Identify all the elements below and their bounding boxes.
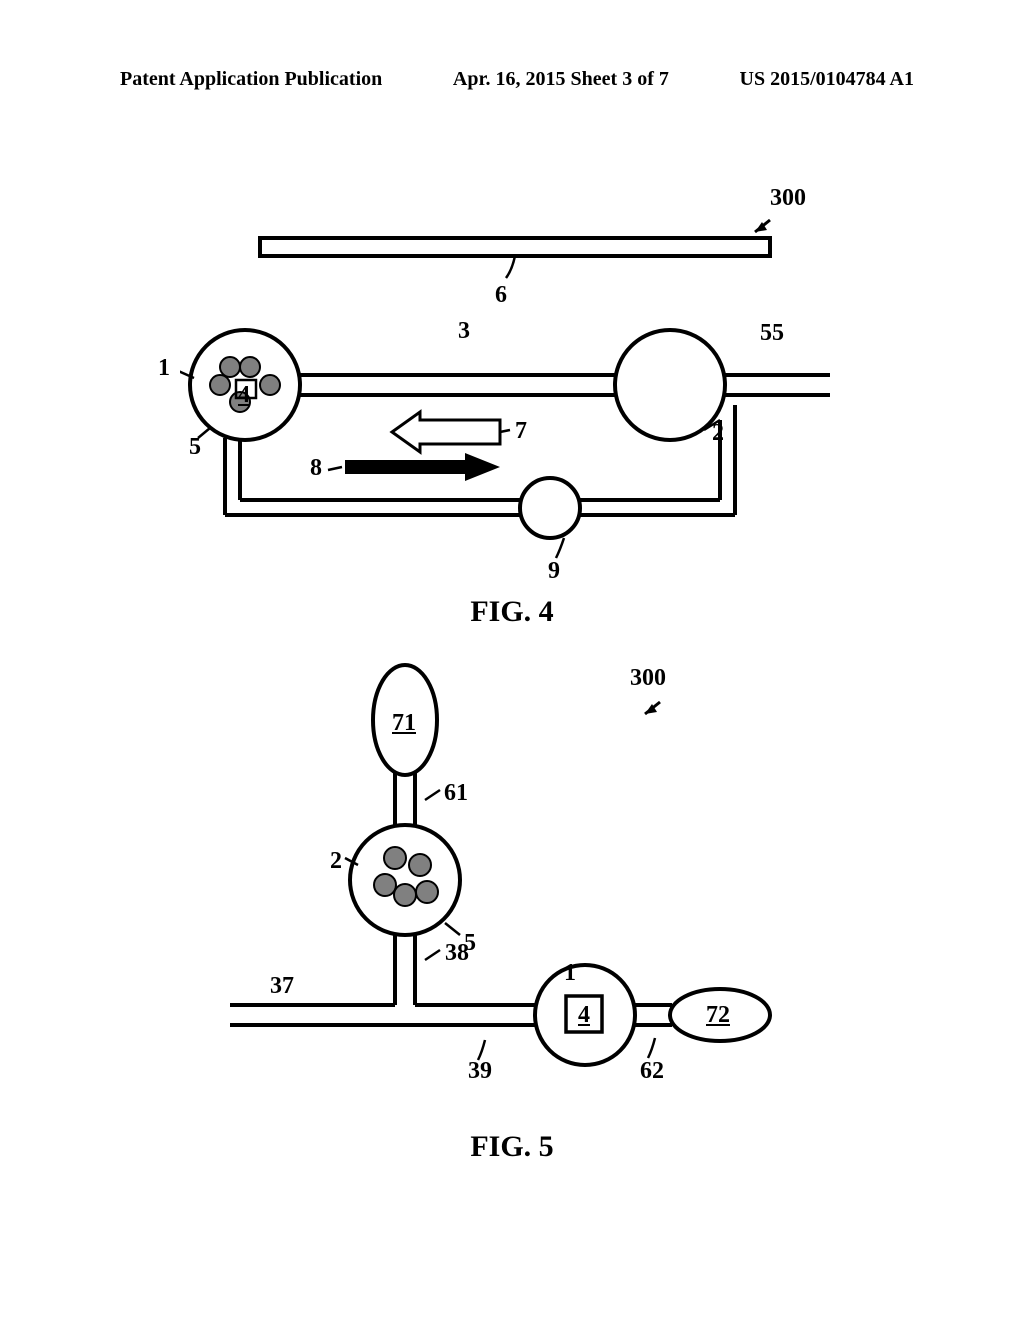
fig4-label-2: 2 — [712, 420, 724, 447]
fig5-label-61: 61 — [444, 780, 468, 807]
fig4-label-3: 3 — [458, 318, 470, 345]
fig5-label-4: 4 — [578, 1002, 590, 1029]
fig5-label-38: 38 — [445, 940, 469, 967]
fig5-label-39: 39 — [468, 1058, 492, 1085]
fig4-label-5: 5 — [189, 434, 201, 461]
header-right: US 2015/0104784 A1 — [740, 68, 914, 91]
fig4-label-7: 7 — [515, 418, 527, 445]
page-header: Patent Application Publication Apr. 16, … — [0, 68, 1024, 91]
header-center: Apr. 16, 2015 Sheet 3 of 7 — [453, 68, 669, 91]
fig5-label-2: 2 — [330, 848, 342, 875]
header-left: Patent Application Publication — [120, 68, 382, 91]
fig4-label-9: 9 — [548, 558, 560, 585]
fig4-label-8: 8 — [310, 455, 322, 482]
figure-5-svg — [230, 660, 790, 1100]
fig5-label-62: 62 — [640, 1058, 664, 1085]
fig5-caption: FIG. 5 — [470, 1130, 553, 1164]
fig4-label-300: 300 — [770, 185, 806, 212]
fig4-caption: FIG. 4 — [470, 595, 553, 629]
figure-4-svg — [180, 170, 880, 560]
fig5-label-72: 72 — [706, 1002, 730, 1029]
fig4-label-55: 55 — [760, 320, 784, 347]
fig5-label-71: 71 — [392, 710, 416, 737]
fig5-label-1: 1 — [564, 960, 576, 987]
fig5-label-37: 37 — [270, 973, 294, 1000]
fig4-label-4: 4 — [238, 382, 250, 409]
fig5-label-300: 300 — [630, 665, 666, 692]
fig4-label-1: 1 — [158, 355, 170, 382]
fig4-label-6: 6 — [495, 282, 507, 309]
